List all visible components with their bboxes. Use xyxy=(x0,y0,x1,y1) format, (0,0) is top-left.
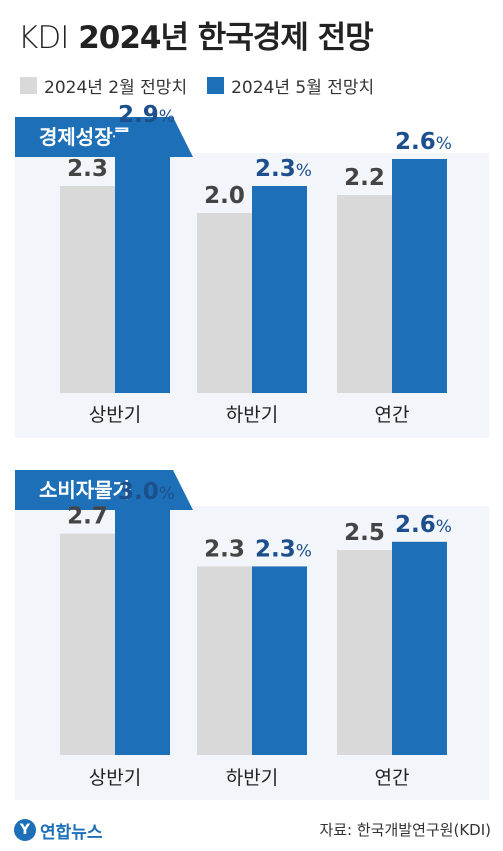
legend-item-may: 2024년 5월 전망치 xyxy=(207,73,374,98)
bar-cpi-feb-2 xyxy=(337,550,392,755)
bar-growth-feb-0 xyxy=(60,186,115,393)
chart-growth: 2.3 2.9% 상반기 2.0 2.3% 하반기 2.2 2.6% 연간 xyxy=(60,102,452,426)
category-growth-1: 하반기 xyxy=(226,404,278,426)
label-growth-may-1: 2.3% xyxy=(255,156,312,182)
bar-cpi-may-0 xyxy=(115,509,170,755)
yonhap-logo: Y 연합뉴스 xyxy=(14,817,103,843)
bar-growth-may-2 xyxy=(392,159,447,393)
legend-item-feb: 2024년 2월 전망치 xyxy=(20,73,187,98)
bar-cpi-may-2 xyxy=(392,541,447,755)
logo-mark: Y xyxy=(14,819,36,841)
category-growth-2: 연간 xyxy=(375,404,410,426)
label-growth-feb-0: 2.3 xyxy=(67,156,108,182)
bar-growth-feb-2 xyxy=(337,195,392,393)
legend: 2024년 2월 전망치 2024년 5월 전망치 xyxy=(20,72,394,98)
title-prefix: KDI xyxy=(18,20,69,56)
label-cpi-feb-2: 2.5 xyxy=(344,520,385,546)
legend-label-feb: 2024년 2월 전망치 xyxy=(44,77,188,98)
label-growth-feb-2: 2.2 xyxy=(344,165,385,191)
label-growth-feb-1: 2.0 xyxy=(204,183,245,209)
bar-growth-feb-1 xyxy=(197,213,252,393)
label-cpi-may-2: 2.6% xyxy=(395,512,452,538)
label-growth-may-0: 2.9% xyxy=(118,102,175,128)
category-cpi-1: 하반기 xyxy=(226,767,278,789)
page-title: KDI 2024년 한국경제 전망 xyxy=(18,18,374,58)
label-cpi-feb-1: 2.3 xyxy=(204,536,245,562)
label-cpi-may-1: 2.3% xyxy=(255,536,312,562)
panel-label-cpi: 소비자물가 xyxy=(15,470,193,510)
category-growth-0: 상반기 xyxy=(89,404,141,426)
bar-growth-may-0 xyxy=(115,132,170,393)
logo-text: 연합뉴스 xyxy=(40,822,103,843)
title-main: 2024년 한국경제 전망 xyxy=(78,20,374,56)
bar-cpi-feb-0 xyxy=(60,533,115,755)
source-note: 자료: 한국개발연구원(KDI) xyxy=(319,821,491,839)
chart-cpi: 2.7 3.0% 상반기 2.3 2.3% 하반기 2.5 2.6% 연간 xyxy=(60,479,452,789)
bar-growth-may-1 xyxy=(252,186,307,393)
legend-swatch-may xyxy=(207,76,225,94)
legend-label-may: 2024년 5월 전망치 xyxy=(231,77,375,98)
category-cpi-2: 연간 xyxy=(375,767,410,789)
label-growth-may-2: 2.6% xyxy=(395,129,452,155)
bar-cpi-feb-1 xyxy=(197,566,252,755)
bar-cpi-may-1 xyxy=(252,566,307,755)
category-cpi-0: 상반기 xyxy=(89,767,141,789)
label-cpi-may-0: 3.0% xyxy=(118,479,175,505)
label-cpi-feb-0: 2.7 xyxy=(67,504,108,530)
legend-swatch-feb xyxy=(20,76,37,94)
